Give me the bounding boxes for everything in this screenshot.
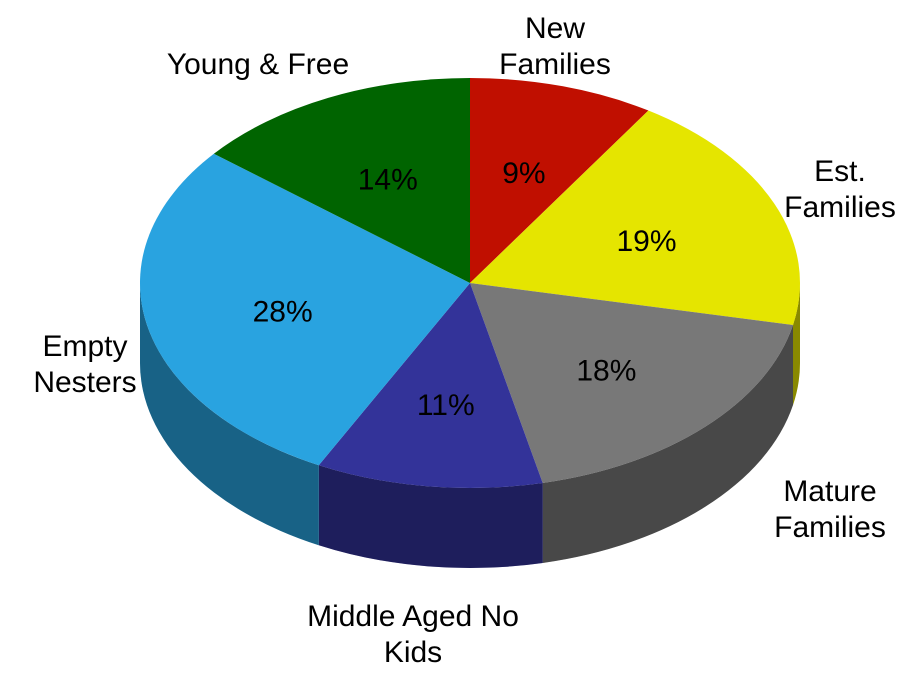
category-label: Mature Families xyxy=(774,475,886,544)
value-label: 11% xyxy=(417,389,475,422)
pie-side xyxy=(140,283,319,546)
pie-slice xyxy=(470,283,794,483)
pie-slice xyxy=(318,283,543,489)
category-label: Est. Families xyxy=(784,155,896,224)
pie-slice xyxy=(470,78,649,283)
category-label: Young & Free xyxy=(166,48,350,81)
pie-side-shade xyxy=(793,283,800,405)
value-label: 28% xyxy=(253,295,313,328)
pie-slice xyxy=(139,153,470,466)
pie-slice xyxy=(213,78,470,283)
pie-side-shade xyxy=(140,283,319,546)
value-label: 18% xyxy=(576,354,636,387)
pie-side xyxy=(542,324,794,563)
pie-side-shade xyxy=(318,465,543,569)
pie-side xyxy=(318,465,543,569)
category-label: Middle Aged No Kids xyxy=(307,600,519,669)
pie-side xyxy=(793,283,800,405)
pie-slice xyxy=(470,110,800,325)
value-label: 14% xyxy=(358,164,418,197)
category-label: Empty Nesters xyxy=(33,330,137,399)
category-label: New Families xyxy=(499,12,611,81)
value-label: 19% xyxy=(617,225,677,258)
value-label: 9% xyxy=(502,157,545,190)
pie-side-shade xyxy=(542,324,794,563)
